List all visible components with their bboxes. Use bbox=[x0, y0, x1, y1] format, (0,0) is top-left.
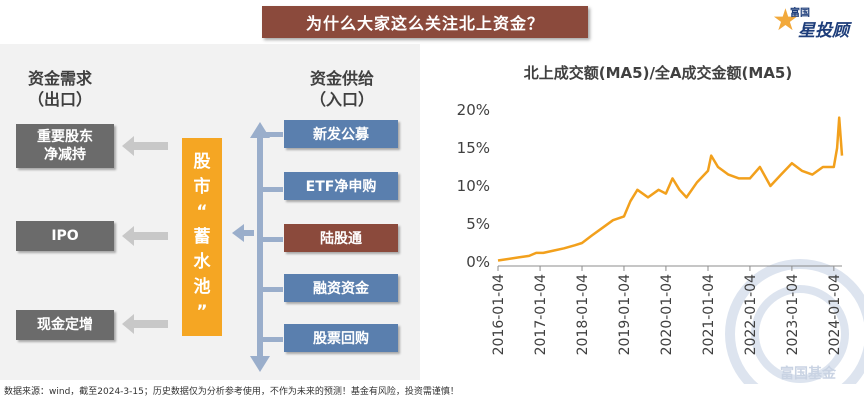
line-chart: 富国基金 0% 5% 10% 15% 20% 2016-01-04 2017-01-04 2… bbox=[457, 101, 864, 384]
data-source-note: 数据来源：wind，截至2024-3-15；历史数据仅为分析参考使用，不作为未来… bbox=[4, 387, 459, 397]
inlet-share-buyback: 股票回购 bbox=[284, 324, 398, 352]
supply-header-line2: （入口） bbox=[309, 90, 374, 109]
flow-arrows bbox=[122, 122, 283, 372]
x-tick-label: 2017-01-04 bbox=[533, 274, 549, 355]
x-tick-label: 2020-01-04 bbox=[659, 274, 675, 355]
watermark-text: 富国基金 bbox=[780, 365, 837, 382]
logo-line1: 富国 bbox=[790, 8, 810, 19]
supply-header-line1: 资金供给 bbox=[309, 69, 374, 88]
x-tick-label: 2018-01-04 bbox=[575, 274, 591, 355]
series-line bbox=[497, 116, 844, 262]
pool-char: 水 bbox=[193, 251, 211, 272]
demand-header-line1: 资金需求 bbox=[27, 69, 92, 88]
inlet-new-public-funds: 新发公募 bbox=[284, 120, 398, 148]
page-title: 为什么大家这么关注北上资金？ bbox=[262, 6, 588, 38]
y-tick-label: 20% bbox=[457, 101, 490, 119]
pool-char: ” bbox=[196, 301, 208, 322]
pool-char: 市 bbox=[193, 176, 211, 197]
outlet-arrow-1 bbox=[122, 136, 168, 156]
pool-char: 蓄 bbox=[193, 226, 211, 247]
flow-diagram-panel: 资金需求 （出口） 资金供给 （入口） 重要股东 净减持 IPO 现金定增 股 bbox=[0, 44, 420, 380]
pool-char: 股 bbox=[193, 151, 211, 172]
x-tick-label: 2021-01-04 bbox=[701, 274, 717, 355]
inlet-arrows bbox=[232, 132, 283, 342]
x-tick-label: 2023-01-04 bbox=[785, 274, 801, 355]
stock-market-reservoir: 股 市 “ 蓄 水 池 ” bbox=[182, 138, 222, 336]
outlet-arrow-2 bbox=[122, 226, 168, 246]
x-tick-label: 2016-01-04 bbox=[491, 274, 507, 355]
demand-header: 资金需求 （出口） bbox=[12, 68, 108, 110]
y-tick-label: 15% bbox=[457, 139, 490, 157]
watermark-logo bbox=[725, 259, 864, 384]
y-tick-label: 0% bbox=[466, 253, 490, 271]
x-tick-label: 2022-01-04 bbox=[743, 274, 759, 355]
logo-line2: 星投顾 bbox=[798, 21, 849, 41]
y-tick-label: 5% bbox=[466, 215, 490, 233]
pool-char: “ bbox=[196, 201, 208, 222]
x-tick-label: 2024-01-04 bbox=[827, 274, 843, 355]
brand-logo: ★ 富国 星投顾 bbox=[772, 2, 860, 44]
outlet-ipo: IPO bbox=[16, 221, 114, 251]
y-tick-label: 10% bbox=[457, 177, 490, 195]
inlet-margin-financing: 融资资金 bbox=[284, 274, 398, 302]
supply-header: 资金供给 （入口） bbox=[290, 68, 394, 110]
outlet-arrows bbox=[122, 136, 168, 334]
inlet-stock-connect: 陆股通 bbox=[284, 224, 398, 252]
demand-header-line2: （出口） bbox=[27, 90, 92, 109]
outlet-major-shareholder-reduction: 重要股东 净减持 bbox=[16, 124, 114, 168]
outlet-cash-private-placement: 现金定增 bbox=[16, 310, 114, 340]
pool-char: 池 bbox=[193, 276, 211, 297]
inlet-etf-net-subscription: ETF净申购 bbox=[284, 172, 398, 200]
star-icon: ★ bbox=[772, 3, 799, 38]
chart-title: 北上成交额(MA5)/全A成交金额(MA5) bbox=[523, 64, 793, 82]
outlet-arrow-3 bbox=[122, 314, 168, 334]
supply-axis-arrow bbox=[250, 122, 270, 372]
x-tick-label: 2019-01-04 bbox=[617, 274, 633, 355]
